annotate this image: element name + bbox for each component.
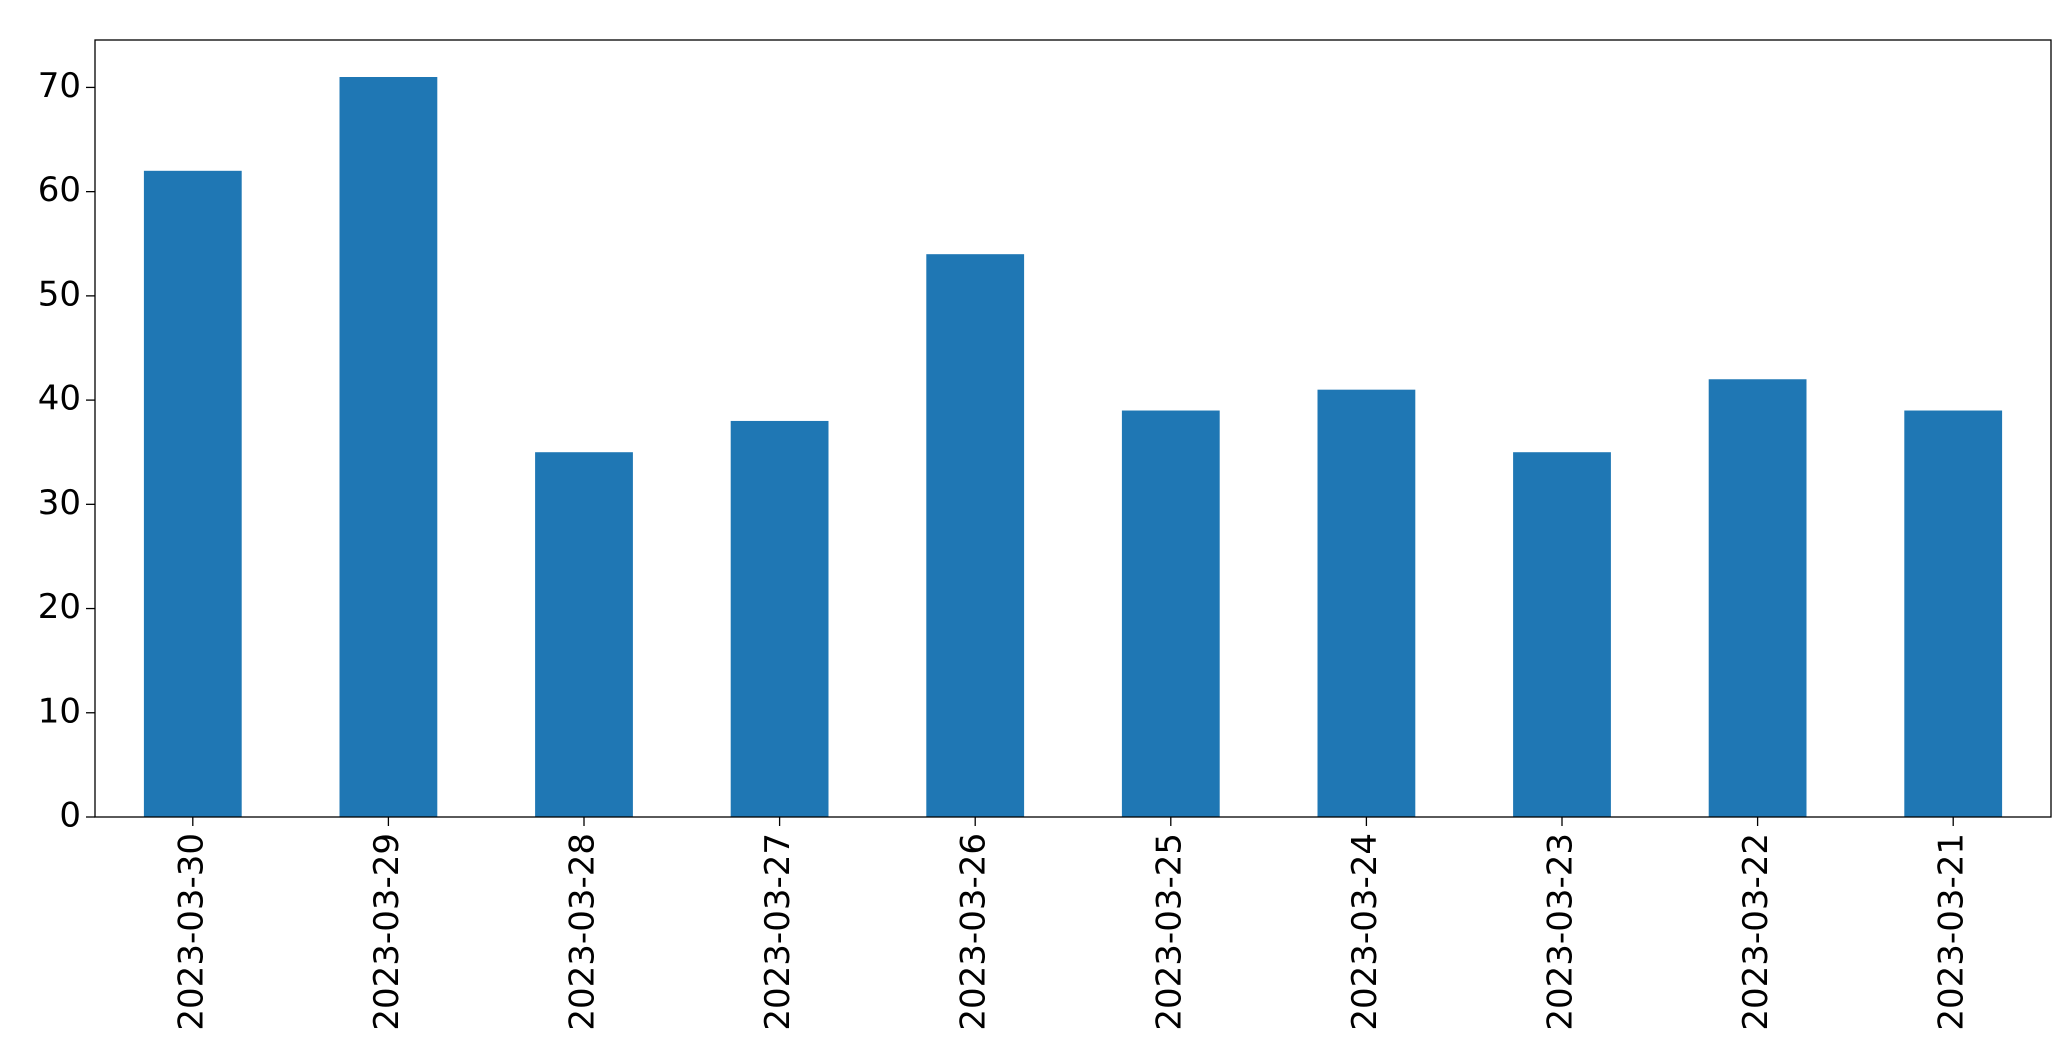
y-tick-label: 70 bbox=[38, 66, 81, 106]
bar bbox=[535, 452, 633, 817]
x-tick-label: 2023-03-23 bbox=[1541, 833, 1581, 1031]
bar bbox=[1513, 452, 1611, 817]
x-tick-label: 2023-03-22 bbox=[1736, 833, 1776, 1031]
y-tick-label: 10 bbox=[38, 691, 81, 731]
x-tick-label: 2023-03-21 bbox=[1932, 833, 1972, 1031]
y-tick-label: 20 bbox=[38, 587, 81, 627]
bar bbox=[339, 77, 438, 817]
x-tick-label: 2023-03-24 bbox=[1345, 833, 1385, 1031]
bar bbox=[1904, 410, 2003, 817]
bar bbox=[1121, 410, 1220, 817]
bar bbox=[730, 420, 829, 817]
bar bbox=[1708, 379, 1807, 817]
bar bbox=[143, 170, 242, 818]
x-tick-label: 2023-03-27 bbox=[758, 833, 798, 1031]
y-tick-label: 40 bbox=[38, 379, 81, 419]
bar bbox=[1317, 389, 1416, 817]
y-tick-label: 60 bbox=[38, 170, 81, 210]
y-tick-label: 0 bbox=[59, 796, 81, 836]
y-tick-label: 30 bbox=[38, 483, 81, 523]
x-tick-label: 2023-03-28 bbox=[563, 833, 603, 1031]
x-tick-label: 2023-03-30 bbox=[171, 833, 211, 1031]
x-tick-label: 2023-03-29 bbox=[367, 833, 407, 1031]
bar bbox=[926, 254, 1025, 817]
plot-frame bbox=[94, 39, 2052, 818]
x-tick-label: 2023-03-25 bbox=[1149, 833, 1189, 1031]
x-tick-label: 2023-03-26 bbox=[954, 833, 994, 1031]
y-tick-label: 50 bbox=[38, 274, 81, 314]
